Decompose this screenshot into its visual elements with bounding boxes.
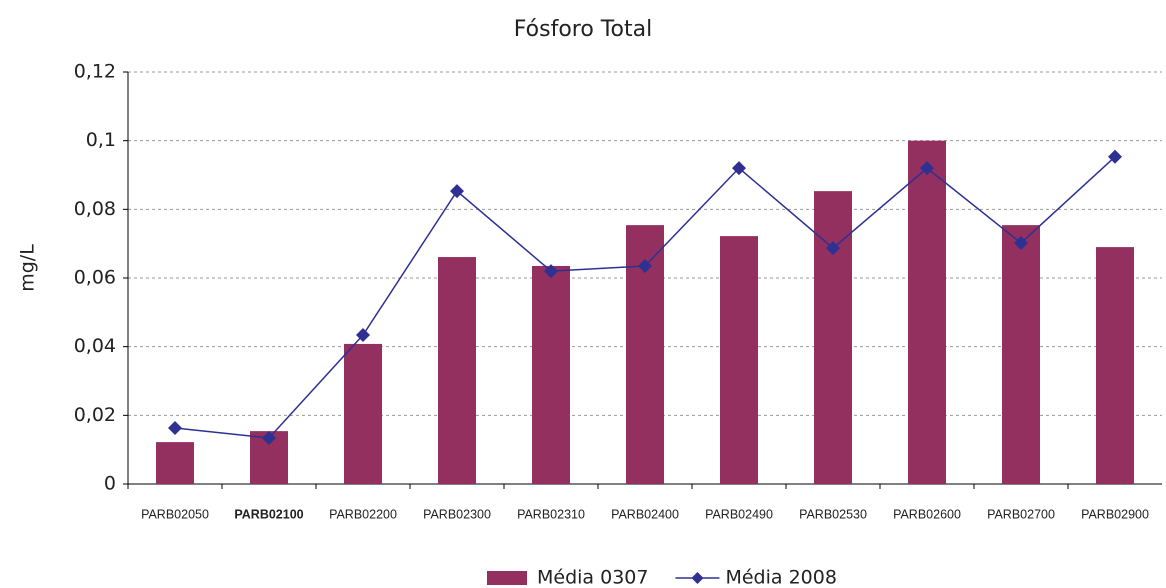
y-tick-label: 0,08 (74, 198, 116, 220)
y-axis-label: mg/L (17, 244, 39, 292)
point (1108, 149, 1122, 164)
bar (156, 442, 194, 484)
x-tick-label: PARB02700 (987, 507, 1055, 521)
x-tick-label: PARB02400 (611, 507, 679, 521)
bar (1002, 225, 1040, 485)
legend-swatch (487, 571, 527, 585)
x-tick-label: PARB02530 (799, 507, 867, 521)
legend-swatch (691, 572, 704, 584)
bar (720, 236, 758, 484)
bar (344, 343, 382, 484)
bar (908, 140, 946, 484)
x-tick-label: PARB02310 (517, 507, 585, 521)
y-tick-label: 0,06 (74, 267, 116, 289)
x-tick-label: PARB02050 (141, 507, 209, 521)
point (262, 430, 276, 445)
point (356, 327, 370, 342)
point (544, 264, 558, 279)
point (638, 258, 652, 273)
x-tick-label: PARB02100 (234, 507, 303, 521)
bar (532, 265, 570, 484)
legend-label: Média 2008 (725, 567, 836, 588)
chart-title: Fósforo Total (514, 17, 652, 42)
point (168, 421, 182, 436)
x-tick-label: PARB02600 (893, 507, 961, 521)
y-tick-label: 0 (104, 473, 116, 495)
point (1014, 235, 1028, 250)
y-tick-label: 0,12 (74, 61, 116, 83)
y-tick-label: 0,04 (74, 335, 116, 357)
point (732, 161, 746, 176)
legend-label: Média 0307 (537, 567, 648, 588)
point (450, 184, 464, 199)
x-tick-label: PARB02300 (423, 507, 491, 521)
bar (1096, 247, 1134, 484)
x-tick-label: PARB02490 (705, 507, 773, 521)
point (920, 161, 934, 176)
y-tick-label: 0,02 (74, 404, 116, 426)
x-tick-label: PARB02900 (1081, 507, 1149, 521)
y-tick-label: 0,1 (86, 129, 116, 151)
bar (814, 191, 852, 485)
bar (438, 257, 476, 484)
x-tick-label: PARB02200 (329, 507, 397, 521)
point (826, 241, 840, 256)
